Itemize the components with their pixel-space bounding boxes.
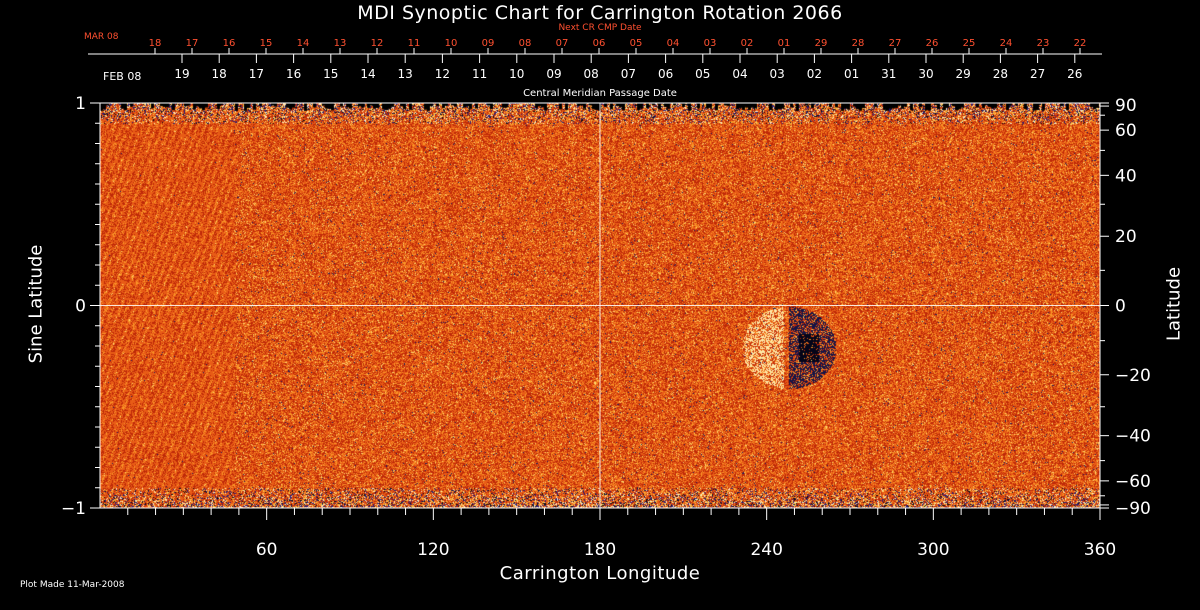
cmp-day-label: 04	[732, 67, 747, 81]
y-tick-label-right: −20	[1115, 366, 1151, 386]
cmp-start-date: FEB 08	[103, 70, 142, 83]
next-cr-start-date: MAR 08	[84, 32, 119, 42]
next-cr-cmp-label: Next CR CMP Date	[558, 23, 642, 33]
next-cr-day-label: 25	[963, 38, 976, 49]
cmp-day-label: 06	[658, 67, 673, 81]
cmp-day-label: 01	[844, 67, 859, 81]
next-cr-day-label: 02	[741, 38, 754, 49]
next-cr-day-label: 15	[260, 38, 273, 49]
chart-title: MDI Synoptic Chart for Carrington Rotati…	[357, 2, 843, 24]
cmp-day-label: 13	[398, 67, 413, 81]
cmp-day-label: 29	[956, 67, 971, 81]
next-cr-day-label: 29	[815, 38, 828, 49]
synoptic-map	[100, 103, 1100, 508]
x-tick-label: 180	[584, 540, 616, 560]
next-cr-day-label: 06	[593, 38, 606, 49]
date-scale: 19 18 17 16 15 14 13 12 11 10 09 08 07 06 05 04 03 02 01 31…	[88, 38, 1102, 81]
cmp-day-label: 14	[360, 67, 375, 81]
y-tick-label-left: −1	[61, 499, 86, 519]
x-tick-label: 240	[750, 540, 782, 560]
next-cr-day-label: 26	[926, 38, 939, 49]
x-tick-label: 60	[256, 540, 278, 560]
y-tick-label-right: 40	[1115, 166, 1137, 186]
cmp-day-label: 05	[695, 67, 710, 81]
x-tick-label: 300	[917, 540, 949, 560]
y-tick-label-right: −40	[1115, 427, 1151, 447]
plot-made-footer: Plot Made 11-Mar-2008	[20, 580, 125, 590]
next-cr-day-label: 10	[445, 38, 458, 49]
x-tick-label: 360	[1084, 540, 1116, 560]
cmp-day-label: 26	[1067, 67, 1082, 81]
cmp-day-label: 27	[1030, 67, 1045, 81]
cmp-day-label: 30	[918, 67, 933, 81]
cmp-day-label: 28	[993, 67, 1008, 81]
next-cr-day-label: 18	[149, 38, 162, 49]
cmp-day-label: 17	[249, 67, 264, 81]
next-cr-day-label: 04	[667, 38, 680, 49]
cmp-day-label: 03	[770, 67, 785, 81]
y-tick-label-left: 0	[75, 297, 86, 317]
x-axis-label: Carrington Longitude	[499, 563, 701, 584]
cmp-day-label: 02	[807, 67, 822, 81]
next-cr-day-label: 28	[852, 38, 865, 49]
next-cr-day-label: 16	[223, 38, 236, 49]
next-cr-day-label: 07	[556, 38, 569, 49]
next-cr-day-label: 12	[371, 38, 384, 49]
next-cr-day-label: 11	[408, 38, 421, 49]
next-cr-day-label: 09	[482, 38, 495, 49]
next-cr-day-label: 22	[1074, 38, 1087, 49]
cmp-day-label: 07	[621, 67, 636, 81]
cmp-day-label: 12	[435, 67, 450, 81]
magnetogram-heatmap	[100, 103, 1100, 508]
y-tick-label-right: −90	[1115, 499, 1151, 519]
next-cr-day-label: 05	[630, 38, 643, 49]
next-cr-day-label: 17	[186, 38, 199, 49]
cmp-day-label: 19	[174, 67, 189, 81]
next-cr-day-label: 01	[778, 38, 791, 49]
cmp-day-label: 09	[546, 67, 561, 81]
next-cr-day-label: 08	[519, 38, 532, 49]
cmp-day-label: 10	[509, 67, 524, 81]
next-cr-day-label: 24	[1000, 38, 1013, 49]
y-tick-label-right: −60	[1115, 472, 1151, 492]
next-cr-day-label: 03	[704, 38, 717, 49]
y-axis-label-left: Sine Latitude	[25, 244, 47, 364]
y-tick-label-right: 60	[1115, 121, 1137, 141]
next-cr-day-label: 27	[889, 38, 902, 49]
y-tick-label-right: 0	[1115, 297, 1126, 317]
x-tick-label: 120	[417, 540, 449, 560]
next-cr-day-label: 14	[297, 38, 310, 49]
next-cr-day-label: 13	[334, 38, 347, 49]
y-tick-label-right: 20	[1115, 227, 1137, 247]
cmp-date-label: Central Meridian Passage Date	[523, 88, 677, 99]
cmp-day-label: 18	[212, 67, 227, 81]
next-cr-day-label: 23	[1037, 38, 1050, 49]
cmp-day-label: 15	[323, 67, 338, 81]
cmp-day-label: 31	[881, 67, 896, 81]
cmp-day-label: 11	[472, 67, 487, 81]
y-axis-label-right: Latitude	[1163, 266, 1185, 342]
cmp-day-label: 08	[584, 67, 599, 81]
cmp-day-label: 16	[286, 67, 301, 81]
